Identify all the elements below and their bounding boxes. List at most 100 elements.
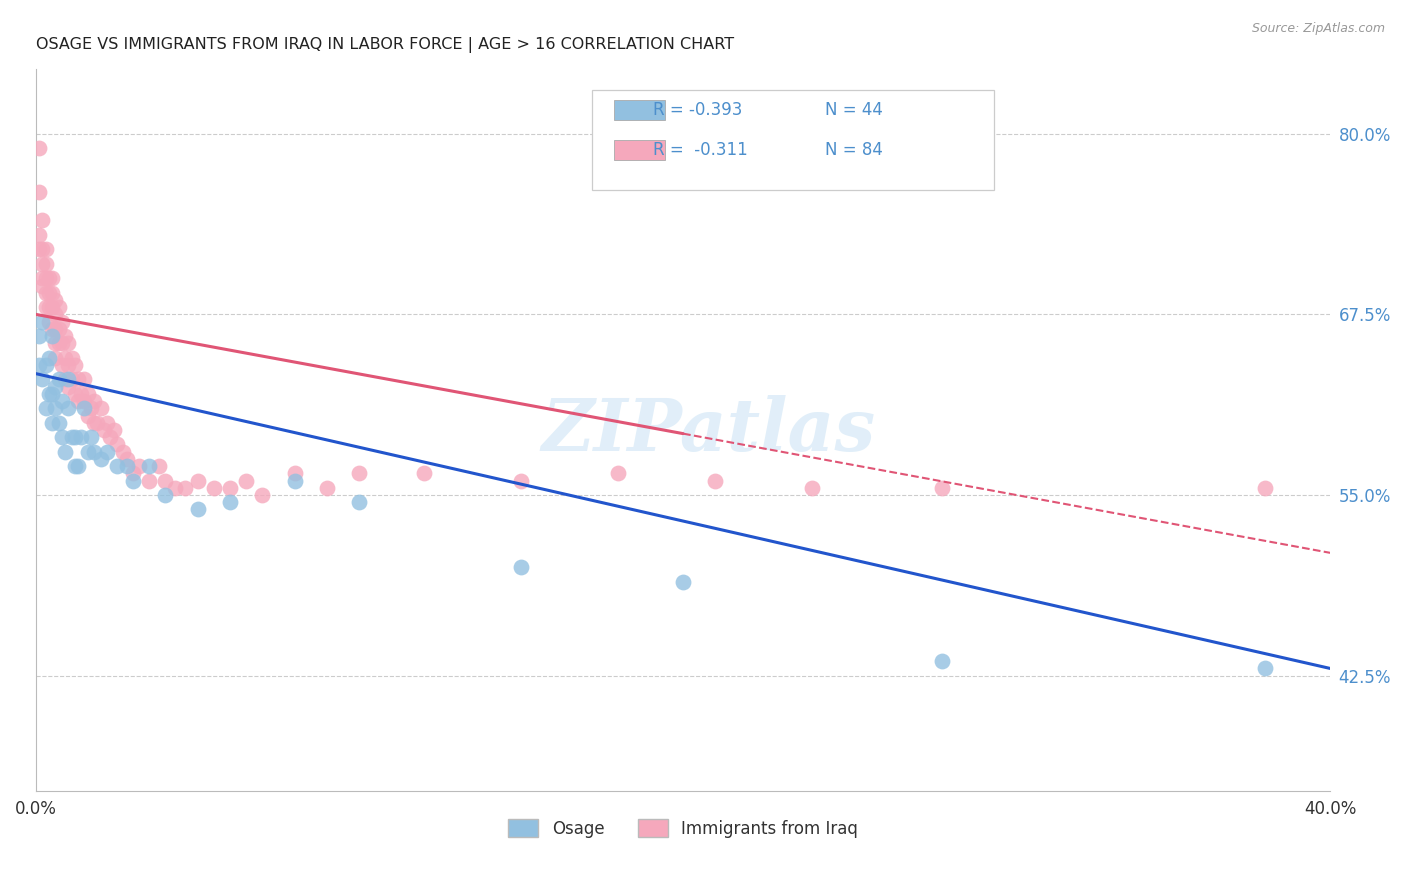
Point: [58, 336, 80, 351]
Point: [41, 387, 63, 401]
Point: [93, 423, 115, 437]
Point: [31, 271, 53, 285]
Point: [103, 423, 125, 437]
Point: [349, 495, 371, 509]
Point: [165, 481, 187, 495]
Point: [58, 372, 80, 386]
Point: [53, 329, 76, 343]
Point: [63, 387, 86, 401]
Point: [28, 243, 51, 257]
Point: [60, 372, 83, 386]
Point: [53, 351, 76, 365]
Point: [80, 430, 103, 444]
Point: [284, 474, 307, 488]
Point: [41, 322, 63, 336]
Point: [138, 459, 160, 474]
Point: [672, 574, 695, 589]
Point: [96, 444, 118, 458]
Point: [66, 459, 89, 474]
Point: [122, 474, 145, 488]
Point: [44, 293, 66, 307]
Point: [44, 351, 66, 365]
Point: [187, 474, 209, 488]
Point: [34, 285, 56, 300]
Point: [28, 329, 51, 343]
Point: [219, 495, 242, 509]
Point: [44, 322, 66, 336]
Point: [51, 430, 73, 444]
Point: [128, 459, 150, 474]
Point: [138, 474, 160, 488]
Point: [58, 358, 80, 372]
Point: [34, 271, 56, 285]
Point: [76, 409, 98, 423]
Point: [60, 430, 83, 444]
Point: [41, 416, 63, 430]
Point: [31, 372, 53, 386]
Point: [801, 481, 824, 495]
Point: [413, 467, 436, 481]
FancyBboxPatch shape: [592, 90, 994, 190]
Text: OSAGE VS IMMIGRANTS FROM IRAQ IN LABOR FORCE | AGE > 16 CORRELATION CHART: OSAGE VS IMMIGRANTS FROM IRAQ IN LABOR F…: [37, 37, 734, 54]
Point: [1254, 481, 1277, 495]
Text: ZIPatlas: ZIPatlas: [541, 394, 876, 466]
Point: [96, 416, 118, 430]
Point: [34, 401, 56, 416]
Point: [1254, 661, 1277, 675]
Point: [252, 488, 274, 502]
Text: N = 84: N = 84: [825, 141, 883, 159]
Point: [41, 271, 63, 285]
Point: [76, 444, 98, 458]
Point: [70, 430, 93, 444]
Point: [187, 502, 209, 516]
Point: [66, 394, 89, 409]
Text: N = 44: N = 44: [825, 101, 883, 119]
Point: [28, 185, 51, 199]
Text: Source: ZipAtlas.com: Source: ZipAtlas.com: [1251, 22, 1385, 36]
Point: [349, 467, 371, 481]
FancyBboxPatch shape: [614, 100, 665, 120]
Point: [202, 481, 225, 495]
Point: [60, 351, 83, 365]
Point: [48, 300, 70, 314]
Point: [38, 315, 60, 329]
Point: [219, 481, 242, 495]
Point: [83, 394, 105, 409]
Point: [41, 329, 63, 343]
Point: [34, 300, 56, 314]
Point: [31, 278, 53, 293]
Point: [155, 474, 177, 488]
Legend: Osage, Immigrants from Iraq: Osage, Immigrants from Iraq: [502, 813, 865, 845]
Point: [48, 416, 70, 430]
Point: [73, 372, 96, 386]
Point: [58, 379, 80, 393]
Point: [34, 243, 56, 257]
Point: [34, 358, 56, 372]
Point: [284, 467, 307, 481]
Point: [931, 654, 953, 668]
Point: [44, 307, 66, 321]
Point: [66, 372, 89, 386]
Point: [41, 285, 63, 300]
Point: [607, 467, 630, 481]
Point: [86, 416, 108, 430]
Point: [53, 372, 76, 386]
Point: [63, 459, 86, 474]
Point: [98, 430, 121, 444]
Point: [80, 401, 103, 416]
Point: [148, 459, 170, 474]
Point: [115, 459, 138, 474]
Point: [51, 315, 73, 329]
Point: [38, 285, 60, 300]
Point: [155, 488, 177, 502]
Text: R = -0.393: R = -0.393: [654, 101, 742, 119]
Point: [90, 451, 112, 466]
Point: [510, 474, 533, 488]
Point: [235, 474, 257, 488]
Point: [38, 351, 60, 365]
Point: [48, 322, 70, 336]
Point: [51, 358, 73, 372]
Point: [31, 257, 53, 271]
Point: [115, 451, 138, 466]
Point: [31, 243, 53, 257]
